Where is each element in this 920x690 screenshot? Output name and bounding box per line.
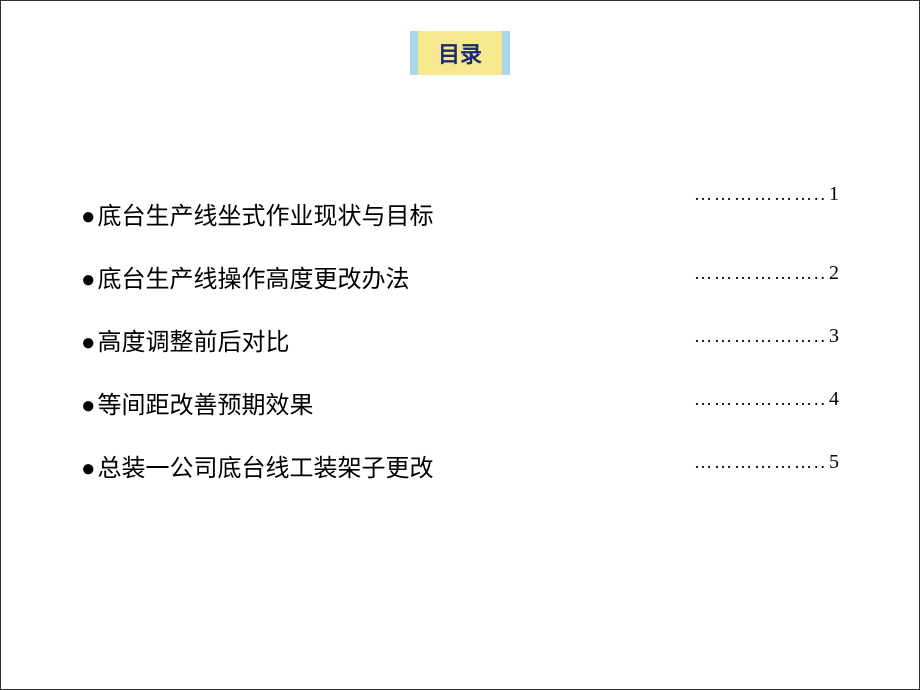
toc-dots-page: ……………….. 5 xyxy=(501,451,839,474)
toc-label: ● 总装一公司底台线工装架子更改 xyxy=(81,448,501,483)
toc-page-number: 4 xyxy=(829,388,839,411)
toc-label: ● 高度调整前后对比 xyxy=(81,322,501,357)
toc-page-number: 1 xyxy=(829,183,839,206)
toc-dots-page: ……………….. 1 xyxy=(501,183,839,206)
toc-page-number: 5 xyxy=(829,451,839,474)
toc-item: ● 等间距改善预期效果 ……………….. 4 xyxy=(81,385,839,420)
title-border-right xyxy=(502,31,510,75)
toc-container: ● 底台生产线坐式作业现状与目标 ……………….. 1 ● 底台生产线操作高度更… xyxy=(81,196,839,511)
toc-item-text: 底台生产线坐式作业现状与目标 xyxy=(98,196,434,231)
toc-dots-page: ……………….. 4 xyxy=(501,388,839,411)
bullet-icon: ● xyxy=(81,393,96,420)
bullet-icon: ● xyxy=(81,204,96,231)
toc-item: ● 总装一公司底台线工装架子更改 ……………….. 5 xyxy=(81,448,839,483)
bullet-icon: ● xyxy=(81,330,96,357)
title-border-left xyxy=(410,31,418,75)
toc-label: ● 底台生产线坐式作业现状与目标 xyxy=(81,196,501,231)
toc-page-number: 2 xyxy=(829,262,839,285)
toc-item: ● 底台生产线坐式作业现状与目标 ……………….. 1 xyxy=(81,196,839,231)
toc-dots: ……………….. xyxy=(694,452,827,473)
toc-item-text: 等间距改善预期效果 xyxy=(98,385,314,420)
title-box: 目录 xyxy=(418,31,502,75)
toc-label: ● 等间距改善预期效果 xyxy=(81,385,501,420)
toc-dots: ……………….. xyxy=(694,326,827,347)
toc-item-text: 高度调整前后对比 xyxy=(98,322,290,357)
toc-dots: ……………….. xyxy=(694,184,827,205)
toc-item: ● 高度调整前后对比 ……………….. 3 xyxy=(81,322,839,357)
toc-item: ● 底台生产线操作高度更改办法 ……………….. 2 xyxy=(81,259,839,294)
toc-dots-page: ……………….. 2 xyxy=(501,262,839,285)
page-title: 目录 xyxy=(438,42,482,67)
toc-dots-page: ……………….. 3 xyxy=(501,325,839,348)
toc-page-number: 3 xyxy=(829,325,839,348)
toc-label: ● 底台生产线操作高度更改办法 xyxy=(81,259,501,294)
toc-dots: ……………….. xyxy=(694,389,827,410)
toc-item-text: 总装一公司底台线工装架子更改 xyxy=(98,448,434,483)
toc-item-text: 底台生产线操作高度更改办法 xyxy=(98,259,410,294)
bullet-icon: ● xyxy=(81,267,96,294)
toc-dots: ……………….. xyxy=(694,263,827,284)
bullet-icon: ● xyxy=(81,456,96,483)
